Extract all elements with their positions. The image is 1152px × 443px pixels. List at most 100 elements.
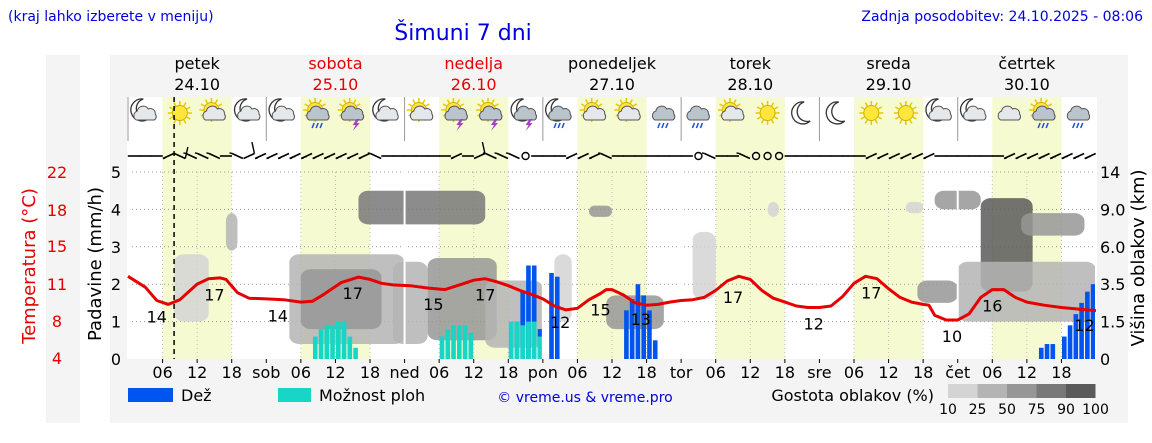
cloud-area xyxy=(1021,213,1085,236)
sun-icon xyxy=(893,101,918,125)
wind-barb-feather xyxy=(1015,157,1019,160)
wind-barb-feather xyxy=(277,157,281,160)
wind-barb-feather xyxy=(1076,155,1080,158)
wind-barb-feather xyxy=(335,157,339,160)
wind-barb-feather xyxy=(481,141,486,154)
sun-ray xyxy=(874,102,878,107)
wind-barb-feather xyxy=(589,157,592,160)
sun-ray xyxy=(321,103,326,107)
rain-drop xyxy=(561,122,565,129)
cloud-height-tick-label: 1.5 xyxy=(1100,313,1125,332)
cloud-icon xyxy=(997,105,1022,121)
rain-drop xyxy=(691,122,696,129)
x-tick-label: 18 xyxy=(360,363,380,382)
cloud-shape xyxy=(271,105,296,121)
cloud-shape xyxy=(479,105,503,121)
wind-barb-feather xyxy=(266,157,270,160)
moon-cloud-icon xyxy=(925,98,952,122)
precip-tick-label: 3 xyxy=(111,238,121,257)
shower-bar xyxy=(445,329,451,359)
moon-shape xyxy=(791,101,811,125)
sun-ray xyxy=(877,116,883,120)
precip-tick-label: 5 xyxy=(111,163,121,182)
moon-shape xyxy=(825,101,846,125)
sun-ray xyxy=(425,103,430,107)
cloud-height-tick-label: 14 xyxy=(1100,163,1120,182)
moon-storm-icon xyxy=(510,98,538,131)
rain-drop xyxy=(657,122,661,129)
sun-ray xyxy=(169,106,174,110)
rain-bar xyxy=(1050,344,1056,359)
sun-ray xyxy=(491,99,495,104)
shower-bar xyxy=(336,321,341,359)
rain-bar xyxy=(1090,284,1096,359)
rain-drop xyxy=(1037,122,1041,129)
x-tick-label: 18 xyxy=(636,363,656,382)
x-tick-label: 06 xyxy=(152,363,172,382)
density-swatch xyxy=(1007,384,1037,398)
sun-icon xyxy=(167,101,192,125)
wind-barb xyxy=(704,152,716,160)
sun-ray xyxy=(459,103,465,107)
wind-barb-feather xyxy=(229,152,233,155)
day-date: 25.10 xyxy=(313,75,359,94)
temperature-value-label: 17 xyxy=(343,284,363,303)
sun-ray xyxy=(356,103,361,107)
cloud-area xyxy=(358,190,486,225)
rain-bar xyxy=(1079,302,1084,359)
rain-drop xyxy=(661,122,665,129)
density-step-label: 100 xyxy=(1082,402,1109,418)
wind-barb-feather xyxy=(923,157,927,160)
sun-ray xyxy=(1047,103,1052,107)
wind-barb xyxy=(231,152,244,160)
moon-cloud-icon xyxy=(268,98,296,122)
sun-icon xyxy=(755,101,780,125)
density-swatch xyxy=(1036,384,1066,398)
lightning-bolt xyxy=(491,119,498,131)
rain-bar xyxy=(1085,291,1090,359)
shower-bar xyxy=(324,325,330,359)
sun-ray xyxy=(912,116,917,120)
wind-barb-feather xyxy=(1027,157,1030,160)
sun-ray xyxy=(736,103,741,107)
wind-calm-marker xyxy=(774,151,784,161)
wind-barb xyxy=(485,152,497,160)
wind-barb-feather xyxy=(347,157,350,160)
wind-barb-feather xyxy=(736,152,740,155)
sun-ray xyxy=(909,119,913,124)
cloud-shape xyxy=(375,105,399,121)
shower-bar xyxy=(353,347,358,359)
day-date: 29.10 xyxy=(866,75,912,94)
region-hint[interactable]: (kraj lahko izberete v meniju) xyxy=(8,9,214,25)
x-tick-label: 06 xyxy=(844,363,864,382)
rain-drop xyxy=(557,122,561,129)
rain-bar xyxy=(549,272,554,359)
rain-drop xyxy=(1045,122,1049,129)
temperature-tick-label: 22 xyxy=(47,163,67,182)
sun-ray xyxy=(353,99,357,104)
rain-drop xyxy=(1076,122,1080,129)
moon-cloud-rain-icon xyxy=(545,98,572,129)
x-tick-label: 06 xyxy=(429,363,449,382)
rain-drop xyxy=(319,122,323,129)
wind-calm-marker xyxy=(521,151,530,161)
cloud-area xyxy=(905,201,924,214)
wind-barb-feather xyxy=(301,157,304,160)
cloud-shape xyxy=(651,105,676,121)
credit-link[interactable]: © vreme.us & vreme.pro xyxy=(497,390,672,406)
rain-bar xyxy=(629,299,635,359)
shower-bar xyxy=(468,332,474,359)
moon-icon xyxy=(791,101,811,125)
wind-barb xyxy=(185,152,198,160)
sun-ray xyxy=(895,116,900,120)
wind-barb-feather xyxy=(505,152,509,155)
wind-barb-feather xyxy=(254,157,258,160)
x-tick-label: 12 xyxy=(602,363,622,382)
cloud-height-tick-label: 0 xyxy=(1100,350,1110,369)
wind-barb-feather xyxy=(358,157,362,160)
day-name: torek xyxy=(730,54,772,73)
x-tick-label: ned xyxy=(390,363,420,382)
sun-ray xyxy=(756,116,762,120)
x-tick-label: 12 xyxy=(187,363,207,382)
sun-ray xyxy=(595,99,599,104)
